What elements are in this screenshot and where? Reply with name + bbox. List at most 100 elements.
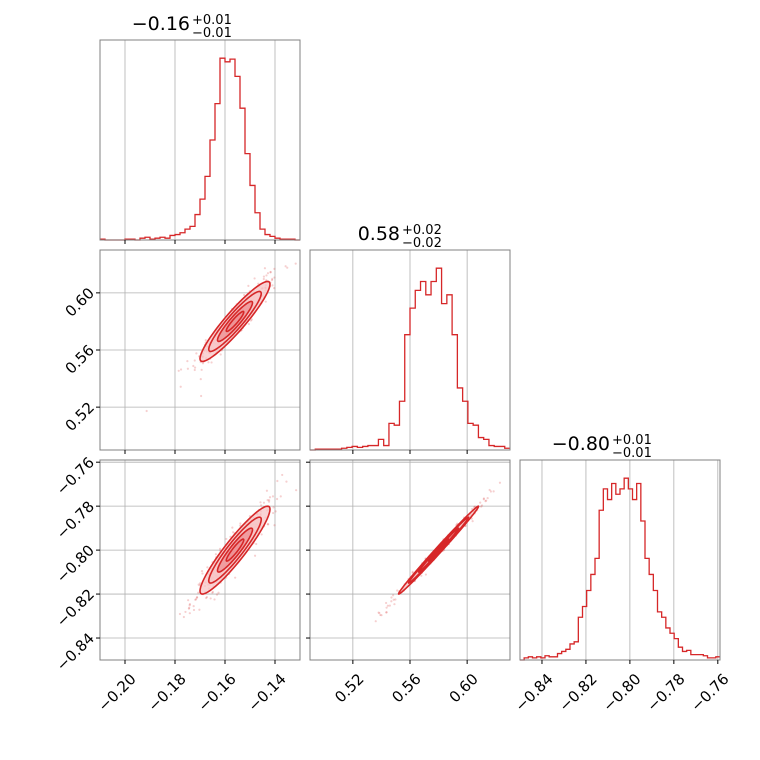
sample-point [259,501,262,504]
sample-point [179,385,182,388]
sample-point [271,495,275,498]
sample-point [195,352,198,355]
sample-point [205,596,208,600]
sample-point [193,359,196,362]
sample-point [279,495,282,498]
sample-point [385,606,388,609]
sample-point [205,595,208,599]
panel-title: −0.80 [552,433,610,455]
sample-point [385,611,388,614]
sample-point [488,488,491,492]
x-tick-label: −0.14 [245,670,290,715]
hist-panel-1: 0.58 +0.02−0.02 [309,223,511,454]
sample-point [265,489,269,492]
sample-point [484,500,487,503]
sample-point [187,599,190,602]
sample-point [214,553,217,556]
sample-point [250,318,253,321]
sample-point [239,524,242,527]
title-lower: −0.01 [192,26,232,41]
x-tick-label: −0.82 [555,670,600,715]
sample-point [271,277,274,280]
sample-point [179,368,183,371]
histogram-step [520,477,720,661]
sample-point [274,510,277,513]
sample-point [285,480,288,483]
sample-point [195,596,199,599]
sample-point [392,594,395,597]
x-tick-label: −0.80 [599,670,644,715]
sample-point [199,378,202,381]
sample-point [266,272,270,275]
sample-point [263,267,267,270]
sample-point [198,608,201,611]
contour-level [427,538,450,563]
x-tick-label: 0.56 [388,670,424,706]
sample-point [374,620,377,623]
sample-point [284,265,287,268]
sample-point [234,576,237,579]
sample-point [262,275,266,278]
sample-point [492,490,495,493]
sample-point [489,490,492,493]
sample-point [267,500,271,503]
sample-point [266,523,269,526]
sample-point [273,267,276,270]
sample-point [184,610,187,614]
panel-title: −0.16 [132,13,190,35]
x-tick-label: −0.78 [643,670,688,715]
panel-frame [519,459,721,661]
x-tick-label: 0.52 [331,670,367,706]
sample-point [210,361,213,364]
pair-panel-0-2: −0.20 −0.18 −0.16 −0.14 −0.84−0.82−0.80−0.78… [53,453,301,715]
y-tick-label: −0.84 [53,629,98,674]
sample-point [268,496,272,499]
sample-point [239,522,242,525]
hist-panel-0: −0.16 +0.01−0.01 [99,13,301,244]
sample-point [390,600,393,603]
sample-point [225,537,228,541]
title-lower: −0.01 [612,446,652,461]
sample-point [209,597,212,600]
y-tick-label: 0.56 [62,341,98,377]
sample-point [420,574,423,577]
sample-point [200,368,203,371]
pair-panel-1-2: 0.52 0.56 0.60 [306,459,515,706]
sample-point [204,339,207,342]
sample-point [188,612,191,615]
sample-point [194,598,197,601]
sample-point [266,499,269,502]
sample-point [286,266,289,269]
sample-point [510,470,512,472]
sample-point [471,519,474,523]
x-tick-label: −0.84 [511,670,556,715]
sample-point [188,603,192,606]
pair-panel-0-1: 0.52 0.56 0.60 [62,249,301,454]
sample-point [186,367,189,370]
sample-point [207,361,210,364]
title-upper: +0.01 [612,433,652,448]
sample-point [281,473,284,477]
sample-point [394,598,397,601]
sample-point [218,547,222,550]
sample-point [385,611,388,614]
sample-point [377,611,380,614]
sample-point [194,598,198,601]
sample-point [269,271,272,274]
sample-point [178,612,182,616]
sample-point [269,270,272,274]
sample-point [393,603,396,606]
hist-panel-2: −0.84−0.82−0.80−0.78−0.76−0.80 +0.01−0.01 [511,433,732,715]
sample-point [211,590,214,593]
sample-point [270,278,274,282]
sample-point [231,526,234,529]
sample-point [273,524,276,527]
sample-point [262,501,266,504]
sample-point [182,615,185,619]
sample-point [513,463,515,465]
x-tick-label: −0.76 [687,670,732,715]
y-tick-label: −0.80 [53,541,98,586]
sample-point [188,604,191,607]
sample-point [192,604,195,608]
sample-point [193,366,197,369]
